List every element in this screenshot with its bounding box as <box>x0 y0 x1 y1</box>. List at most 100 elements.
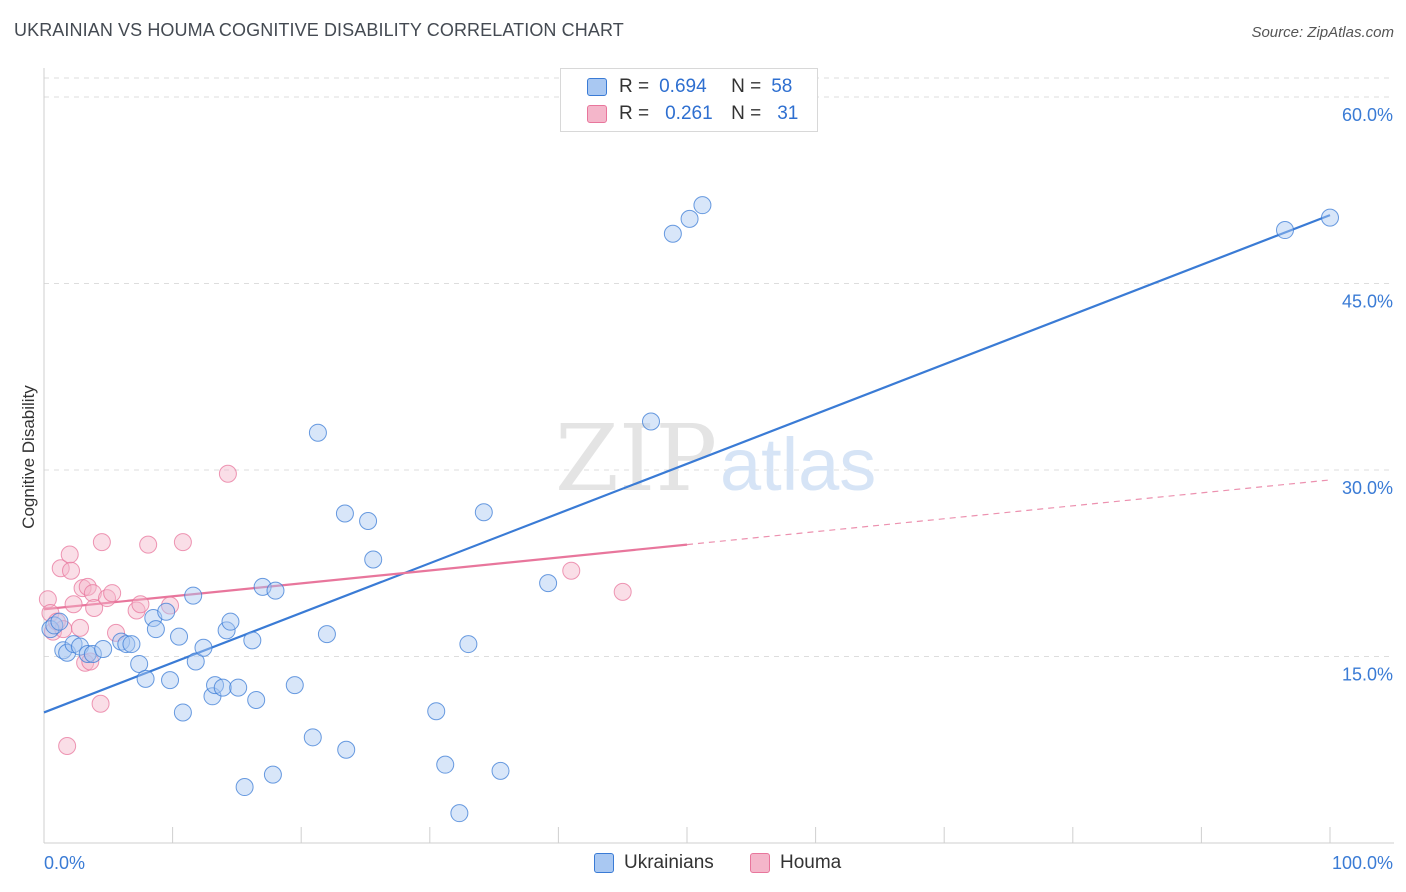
legend-swatch-blue <box>587 78 607 96</box>
data-point <box>58 737 77 756</box>
data-point <box>217 621 236 640</box>
data-point <box>112 632 131 651</box>
data-point <box>51 559 70 578</box>
gridlines <box>44 77 1394 657</box>
data-point <box>85 599 104 618</box>
data-point <box>91 694 110 713</box>
data-point <box>680 209 699 228</box>
trend-lines <box>43 214 1331 714</box>
series-legend: Ukrainians Houma <box>0 852 1406 878</box>
data-point <box>131 595 150 614</box>
watermark: ZIP atlas <box>555 405 876 512</box>
data-point <box>122 635 141 654</box>
legend-r-label: R = <box>619 103 650 124</box>
data-point <box>44 622 63 641</box>
watermark-zip: ZIP <box>555 405 717 512</box>
data-point <box>308 423 327 442</box>
series-swatch-pink <box>750 853 770 873</box>
correlation-legend: R = 0.694 N = 58 R = 0.261 N = 31 <box>560 68 818 132</box>
data-point <box>335 504 354 523</box>
data-point <box>130 654 149 673</box>
data-point <box>194 638 213 657</box>
data-point <box>641 412 660 431</box>
data-point <box>83 584 102 603</box>
legend-n-value: 58 <box>771 76 793 97</box>
y-tick-label: 60.0% <box>1342 105 1393 125</box>
data-point <box>243 631 262 650</box>
x-ticks <box>43 827 1331 843</box>
legend-n-label: N = <box>731 76 762 97</box>
chart-title: UKRAINIAN VS HOUMA COGNITIVE DISABILITY … <box>14 20 624 40</box>
data-point <box>562 561 581 580</box>
data-point <box>359 511 378 530</box>
data-point <box>161 671 180 690</box>
data-point <box>94 640 113 659</box>
data-point <box>184 586 203 605</box>
data-point <box>136 669 155 688</box>
data-point <box>62 561 81 580</box>
legend-row-ukrainians: R = 0.694 N = 58 <box>561 74 792 100</box>
data-point <box>263 765 282 784</box>
data-point <box>71 618 90 637</box>
data-point <box>317 625 336 644</box>
data-point <box>38 590 57 609</box>
data-point <box>364 550 383 569</box>
data-point <box>98 589 117 608</box>
y-tick-label: 15.0% <box>1342 665 1393 685</box>
data-point <box>303 728 322 747</box>
y-tick-label: 45.0% <box>1342 292 1393 312</box>
x-tick-label: 100.0% <box>1332 853 1393 873</box>
data-point <box>139 535 158 554</box>
data-point <box>266 581 285 600</box>
series-legend-ukrainians: Ukrainians <box>594 852 714 874</box>
data-point <box>1321 208 1339 227</box>
data-point <box>613 582 632 601</box>
data-point <box>1275 221 1294 240</box>
legend-n-value: 31 <box>777 103 799 124</box>
data-point <box>221 612 240 631</box>
data-point <box>173 703 192 722</box>
y-tick-labels: 15.0% 30.0% 45.0% 60.0% <box>1342 105 1393 685</box>
data-point <box>285 676 304 695</box>
data-points <box>38 196 1339 823</box>
data-point <box>427 702 446 721</box>
data-point <box>81 652 100 671</box>
data-point <box>459 635 478 654</box>
y-tick-label: 30.0% <box>1342 478 1393 498</box>
data-point <box>450 804 469 823</box>
legend-r-value: 0.261 <box>665 103 713 124</box>
legend-n-label: N = <box>731 103 762 124</box>
data-point <box>218 464 237 483</box>
data-point <box>186 652 205 671</box>
data-point <box>92 533 111 552</box>
trend-line-houma-extrapolated <box>686 479 1331 546</box>
watermark-atlas: atlas <box>720 423 876 506</box>
data-point <box>173 533 192 552</box>
data-point <box>491 761 510 780</box>
data-point <box>157 602 176 621</box>
data-point <box>693 196 712 215</box>
data-point <box>247 691 266 710</box>
data-point <box>663 224 682 243</box>
data-point <box>60 545 79 564</box>
source-label: Source: ZipAtlas.com <box>1251 24 1394 41</box>
trend-line-ukrainians <box>43 214 1331 714</box>
data-point <box>213 678 232 697</box>
data-point <box>50 612 69 631</box>
data-point <box>436 755 455 774</box>
legend-swatch-pink <box>587 105 607 123</box>
data-point <box>235 778 254 797</box>
data-point <box>107 623 126 642</box>
series-swatch-blue <box>594 853 614 873</box>
data-point <box>103 584 122 603</box>
data-point <box>229 678 248 697</box>
series-label: Ukrainians <box>624 852 714 873</box>
series-legend-houma: Houma <box>750 852 841 874</box>
trend-line-houma <box>43 543 688 611</box>
x-tick-label: 0.0% <box>44 853 85 873</box>
data-point <box>117 635 136 654</box>
data-point <box>83 645 102 664</box>
series-label: Houma <box>780 852 842 873</box>
data-point <box>146 620 165 639</box>
